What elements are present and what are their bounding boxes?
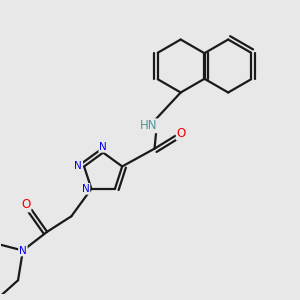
Text: N: N [99,142,107,152]
Text: N: N [82,184,89,194]
Text: N: N [74,161,82,171]
Text: N: N [19,245,27,256]
Text: O: O [177,127,186,140]
Text: HN: HN [140,119,157,132]
Text: O: O [21,199,30,212]
